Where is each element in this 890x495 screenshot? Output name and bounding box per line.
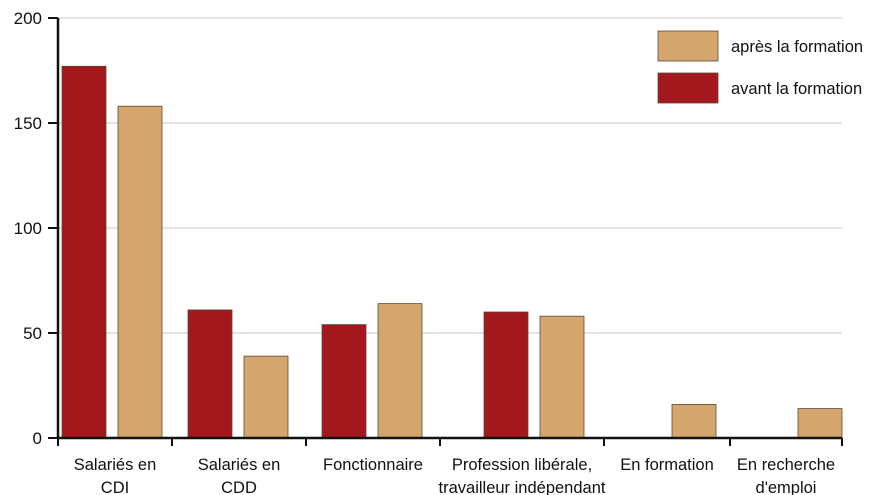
- bars-group: [61, 65, 843, 439]
- x-category-label-line: Profession libérale,: [452, 456, 592, 474]
- x-category-label: Fonctionnaire: [323, 456, 423, 474]
- x-category-label-line: d'emploi: [756, 479, 817, 495]
- bar-avant-3: [483, 311, 529, 439]
- x-category-label: En formation: [620, 456, 714, 474]
- y-tick-label: 0: [33, 429, 42, 448]
- x-axis-labels: Salariés en CDI Salariés en CDD Fonctionnair…: [74, 456, 835, 495]
- y-tick-label: 150: [14, 114, 42, 133]
- x-category-label: Salariés en CDD: [198, 456, 281, 495]
- y-tick-label: 50: [23, 324, 42, 343]
- grid-lines: [58, 17, 842, 334]
- x-category-label-line: En recherche: [737, 456, 835, 474]
- y-tick-label: 200: [14, 9, 42, 28]
- x-category-label-line: travailleur indépendant: [439, 479, 606, 495]
- bar-apres-0: [117, 105, 163, 439]
- legend-label: avant la formation: [731, 80, 862, 98]
- y-tick-label: 100: [14, 219, 42, 238]
- legend: après la formation avant la formation: [657, 30, 863, 104]
- x-category-label-line: CDD: [221, 479, 257, 495]
- bar-apres-3: [539, 315, 585, 439]
- y-axis-ticks: 0 50 100 150 200: [14, 9, 58, 448]
- legend-swatch: [657, 72, 719, 104]
- x-category-label-line: En formation: [620, 456, 714, 474]
- legend-label: après la formation: [731, 38, 863, 56]
- x-category-label-line: Fonctionnaire: [323, 456, 423, 474]
- x-category-label: En recherche d'emploi: [737, 456, 835, 495]
- bar-avant-2: [321, 324, 367, 439]
- bar-apres-4: [671, 403, 717, 439]
- x-category-label-line: Salariés en: [198, 456, 281, 474]
- x-category-label: Salariés en CDI: [74, 456, 157, 495]
- x-category-label: Profession libérale, travailleur indépend…: [439, 456, 606, 495]
- bar-avant-1: [187, 309, 233, 439]
- bar-apres-1: [243, 355, 289, 439]
- axes: [56, 18, 843, 446]
- bar-apres-5: [797, 408, 843, 439]
- bar-avant-0: [61, 65, 107, 439]
- legend-swatch: [657, 30, 719, 62]
- x-category-label-line: CDI: [101, 479, 129, 495]
- bar-apres-2: [377, 303, 423, 439]
- x-category-label-line: Salariés en: [74, 456, 157, 474]
